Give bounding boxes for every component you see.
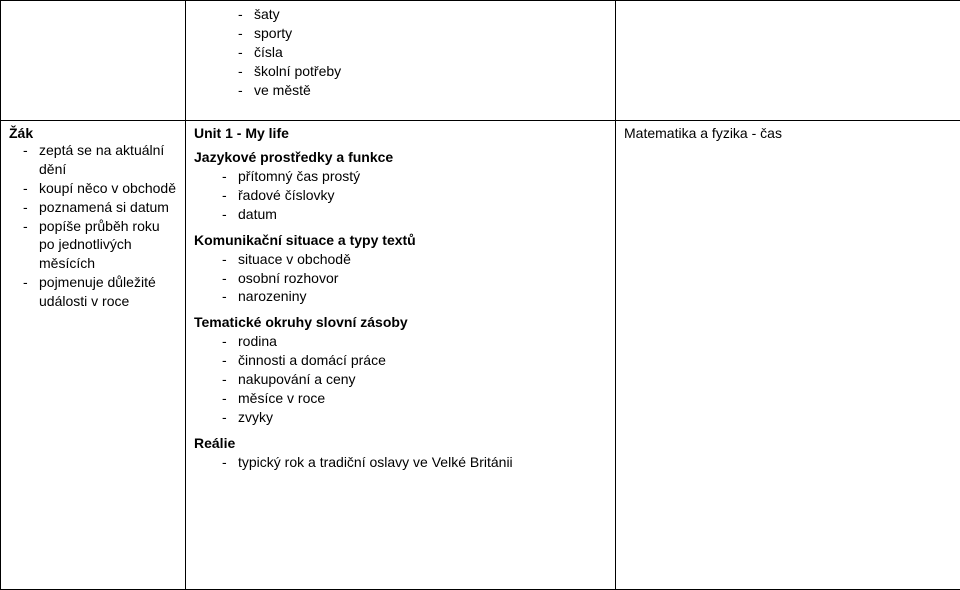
section-title-language: Jazykové prostředky a funkce <box>194 149 607 165</box>
cell-r1-c1: Žák zeptá se na aktuální dění koupí něco… <box>1 121 186 590</box>
curriculum-table: šaty sporty čísla školní potřeby ve měst… <box>0 0 960 590</box>
table-row: Žák zeptá se na aktuální dění koupí něco… <box>1 121 960 590</box>
pupil-heading: Žák <box>9 125 177 141</box>
cell-r1-c3: Matematika a fyzika - čas <box>616 121 960 590</box>
list-item: šaty <box>238 5 607 24</box>
section-title-realia: Reálie <box>194 435 607 451</box>
pupil-outcomes-list: zeptá se na aktuální dění koupí něco v o… <box>9 141 177 311</box>
unit-title: Unit 1 - My life <box>194 125 607 141</box>
cell-r0-c3 <box>616 1 960 121</box>
list-item: rodina <box>222 332 607 351</box>
language-means-list: přítomný čas prostý řadové číslovky datu… <box>194 167 607 224</box>
list-item: ve městě <box>238 81 607 100</box>
list-item: popíše průběh roku po jednotlivých měsíc… <box>23 217 177 274</box>
list-item: sporty <box>238 24 607 43</box>
list-item: osobní rozhovor <box>222 269 607 288</box>
page: šaty sporty čísla školní potřeby ve měst… <box>0 0 960 590</box>
list-item: činnosti a domácí práce <box>222 351 607 370</box>
list-item: typický rok a tradiční oslavy ve Velké B… <box>222 453 607 472</box>
list-item: pojmenuje důležité události v roce <box>23 273 177 311</box>
list-item: narozeniny <box>222 287 607 306</box>
cell-r1-c2: Unit 1 - My life Jazykové prostředky a f… <box>186 121 616 590</box>
list-item: zvyky <box>222 408 607 427</box>
list-item: datum <box>222 205 607 224</box>
list-item: koupí něco v obchodě <box>23 179 177 198</box>
cell-r0-c1 <box>1 1 186 121</box>
list-item: měsíce v roce <box>222 389 607 408</box>
topic-list: šaty sporty čísla školní potřeby ve měst… <box>194 5 607 99</box>
list-item: situace v obchodě <box>222 250 607 269</box>
vocab-topics-list: rodina činnosti a domácí práce nakupován… <box>194 332 607 426</box>
cell-r0-c2: šaty sporty čísla školní potřeby ve měst… <box>186 1 616 121</box>
list-item: nakupování a ceny <box>222 370 607 389</box>
list-item: poznamená si datum <box>23 198 177 217</box>
list-item: čísla <box>238 43 607 62</box>
list-item: zeptá se na aktuální dění <box>23 141 177 179</box>
realia-list: typický rok a tradiční oslavy ve Velké B… <box>194 453 607 472</box>
table-row: šaty sporty čísla školní potřeby ve měst… <box>1 1 960 121</box>
list-item: přítomný čas prostý <box>222 167 607 186</box>
section-title-vocab: Tematické okruhy slovní zásoby <box>194 314 607 330</box>
comm-situations-list: situace v obchodě osobní rozhovor naroze… <box>194 250 607 307</box>
list-item: školní potřeby <box>238 62 607 81</box>
cross-subject-note: Matematika a fyzika - čas <box>624 125 952 141</box>
section-title-comm: Komunikační situace a typy textů <box>194 232 607 248</box>
list-item: řadové číslovky <box>222 186 607 205</box>
